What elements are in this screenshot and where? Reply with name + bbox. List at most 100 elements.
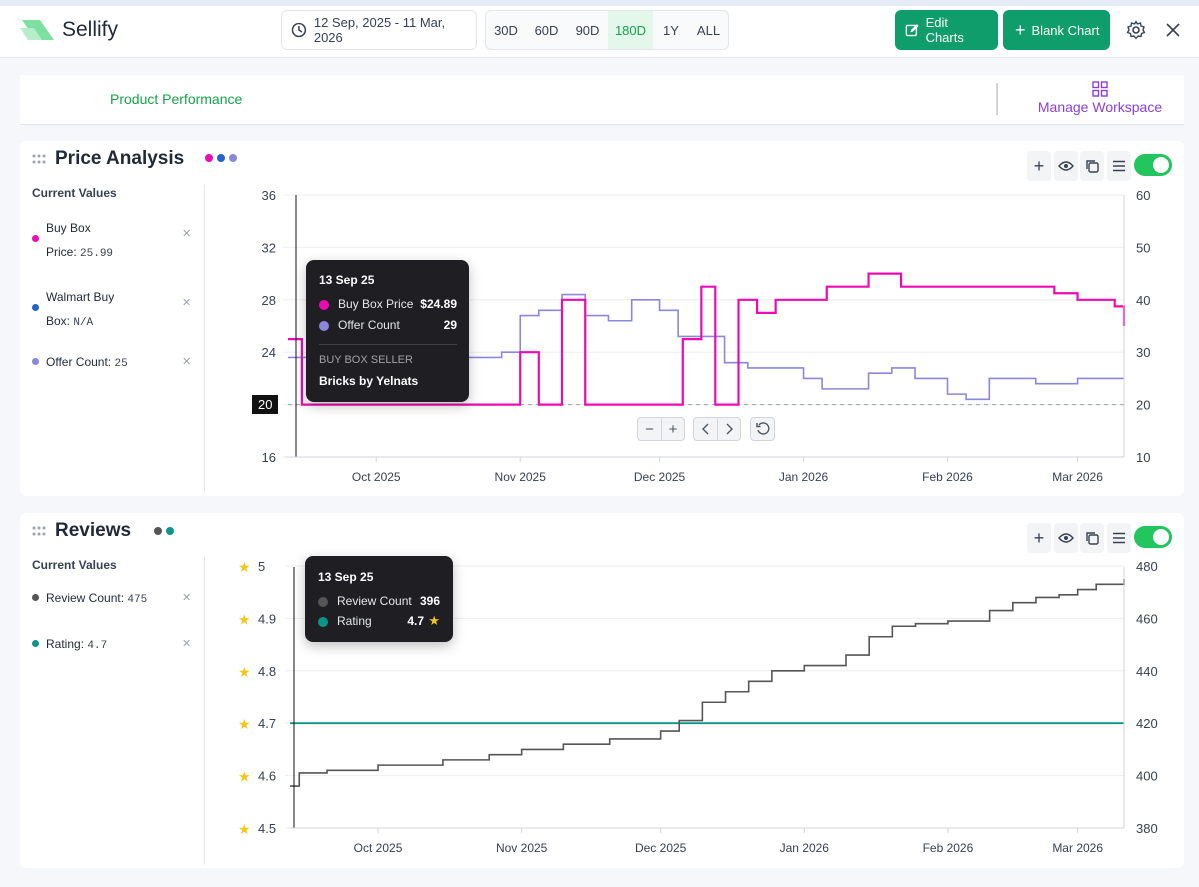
walmart-value: N/A	[73, 317, 94, 329]
zoom-controls: − +	[637, 417, 685, 441]
series-color-dots	[205, 154, 237, 162]
crosshair-y-label: 20	[252, 395, 279, 414]
reset-zoom-button[interactable]	[751, 418, 774, 440]
y-right-tick-label: 10	[1136, 450, 1150, 465]
chart-toggle[interactable]	[1134, 526, 1172, 548]
clock-icon	[291, 22, 307, 38]
x-tick-label: Jan 2026	[779, 470, 829, 484]
remove-series-icon[interactable]: ✕	[182, 592, 192, 604]
settings-gear-icon[interactable]	[1125, 19, 1147, 41]
offer-count-value: 25	[114, 358, 128, 370]
zoom-out-button[interactable]: −	[645, 420, 654, 438]
pan-left-button[interactable]	[694, 418, 717, 440]
grid-icon	[1092, 81, 1108, 97]
buy-box-label: Buy Box	[46, 221, 91, 235]
y-left-tick-label: 4.8	[258, 664, 276, 679]
duplicate-button[interactable]	[1080, 523, 1104, 553]
range-30d-button[interactable]: 30D	[494, 22, 518, 38]
y-right-tick-label: 20	[1136, 398, 1150, 413]
range-all-button[interactable]: ALL	[696, 22, 721, 38]
y-axis-left-ticks: 5 ★ 4.9 ★ 4.8 ★ 4.7 ★ 4.6 ★ 4.5 ★	[238, 559, 276, 837]
plus-icon: +	[1015, 20, 1026, 40]
y-right-tick-label: 380	[1136, 821, 1158, 836]
blank-chart-button[interactable]: + Blank Chart	[1003, 10, 1110, 50]
menu-button[interactable]	[1107, 151, 1131, 181]
tab-product-performance[interactable]: Product Performance	[110, 91, 243, 107]
edit-charts-label: Edit Charts	[925, 15, 964, 45]
menu-button[interactable]	[1107, 523, 1131, 553]
pan-controls	[693, 417, 741, 441]
series-color-dots	[154, 527, 174, 535]
current-value-buy-box-price: Buy Box Price: 25.99 ✕	[32, 216, 192, 266]
manage-workspace-button[interactable]: Manage Workspace	[1032, 79, 1168, 115]
menu-icon	[1113, 532, 1125, 544]
date-range-text: 12 Sep, 2025 - 11 Mar, 2026	[313, 15, 446, 45]
tooltip-row1-value: 396	[419, 594, 440, 608]
review-count-label: Review Count:	[46, 591, 125, 605]
x-axis-ticks: Oct 2025 Nov 2025 Dec 2025 Jan 2026 Feb 2026…	[352, 457, 1103, 484]
remove-series-icon[interactable]: ✕	[182, 228, 192, 240]
drag-handle-icon[interactable]	[32, 154, 46, 164]
star-icon: ★	[238, 716, 251, 732]
y-left-tick-label: 4.7	[258, 716, 276, 731]
date-range-picker[interactable]: 12 Sep, 2025 - 11 Mar, 2026	[281, 10, 477, 50]
chevron-left-icon	[701, 423, 708, 435]
rating-label: Rating:	[46, 637, 85, 651]
y-right-tick-label: 40	[1136, 293, 1150, 308]
workspace-bar: Product Performance Manage Workspace	[20, 75, 1184, 125]
range-60d-button[interactable]: 60D	[534, 22, 559, 38]
tooltip-row-buy-box: Buy Box Price $24.89	[319, 297, 457, 313]
chart-toggle[interactable]	[1134, 154, 1172, 176]
star-icon: ★	[238, 821, 251, 837]
range-1y-button[interactable]: 1Y	[663, 22, 679, 38]
series-line-buy-box-price	[288, 272, 1126, 406]
x-tick-label: Jan 2026	[780, 841, 830, 855]
tooltip-row1-label: Buy Box Price	[338, 297, 414, 311]
workspace-divider	[996, 83, 998, 115]
tooltip-row1-label: Review Count	[337, 594, 412, 608]
visibility-button[interactable]	[1054, 151, 1078, 181]
x-tick-label: Dec 2025	[635, 841, 687, 855]
remove-series-icon[interactable]: ✕	[182, 638, 192, 650]
eye-icon	[1058, 161, 1074, 171]
y-right-tick-label: 460	[1136, 611, 1158, 626]
remove-series-icon[interactable]: ✕	[182, 356, 192, 368]
header: Sellify 12 Sep, 2025 - 11 Mar, 2026 30D …	[0, 6, 1199, 58]
remove-series-icon[interactable]: ✕	[182, 297, 192, 309]
range-90d-button[interactable]: 90D	[575, 22, 600, 38]
reset-icon	[755, 422, 769, 435]
walmart-label2: Box:	[46, 314, 71, 328]
pan-right-button[interactable]	[717, 418, 740, 440]
tooltip-row1-value: $24.89	[420, 297, 457, 311]
tooltip-seller-name: Bricks by Yelnats	[319, 374, 419, 388]
y-axis-left-ticks: 363228242016	[262, 188, 276, 465]
tooltip-row2-value: 29	[443, 318, 457, 332]
current-value-walmart-buy-box: Walmart Buy Box: N/A ✕	[32, 285, 192, 335]
drag-handle-icon[interactable]	[32, 526, 46, 536]
walmart-label: Walmart Buy	[46, 290, 115, 304]
menu-icon	[1113, 160, 1125, 172]
y-left-tick-label: 16	[262, 450, 276, 465]
current-value-offer-count: Offer Count: 25 ✕	[32, 350, 192, 374]
add-series-button[interactable]: +	[1027, 151, 1051, 181]
visibility-button[interactable]	[1054, 523, 1078, 553]
add-series-button[interactable]: +	[1027, 523, 1051, 553]
reviews-title: Reviews	[55, 520, 132, 541]
chevron-right-icon	[726, 423, 733, 435]
current-values-heading: Current Values	[32, 558, 117, 572]
y-left-tick-label: 24	[262, 345, 276, 360]
close-icon[interactable]	[1162, 19, 1184, 41]
price-analysis-chart: 36 32 28 24 20 16 60 50 40 30 20 10 Oct 2025 Nov 20…	[262, 188, 1151, 484]
price-tooltip: 13 Sep 25 Buy Box Price $24.89 Offer Cou…	[306, 260, 469, 402]
left-column-divider	[204, 557, 205, 865]
range-180d-button[interactable]: 180D	[608, 11, 653, 49]
duplicate-button[interactable]	[1080, 151, 1104, 181]
edit-charts-button[interactable]: Edit Charts	[895, 10, 998, 50]
y-left-tick-label: 32	[262, 240, 276, 255]
y-right-tick-label: 480	[1136, 559, 1158, 574]
zoom-in-button[interactable]: +	[661, 418, 684, 440]
y-right-tick-label: 50	[1136, 240, 1150, 255]
series-line-offer-count	[288, 293, 1124, 401]
x-axis-ticks: Oct 2025 Nov 2025 Dec 2025 Jan 2026 Feb 2026…	[354, 828, 1103, 855]
x-tick-label: Mar 2026	[1052, 841, 1103, 855]
